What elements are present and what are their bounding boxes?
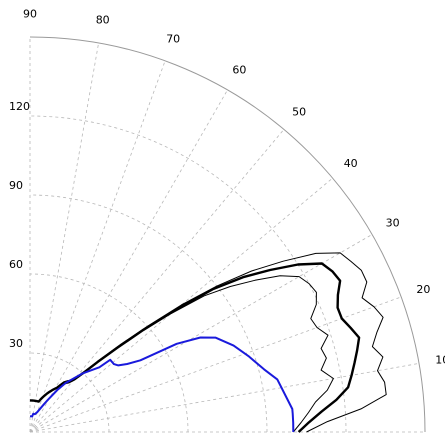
radial-tick-label: 30: [9, 337, 23, 350]
series-line-thick-black: [29, 262, 361, 433]
angular-tick-label: 40: [344, 157, 358, 170]
tick-labels: 0102030405060708090306090120: [9, 7, 445, 366]
angular-spoke: [29, 89, 228, 433]
angular-spoke: [29, 42, 99, 433]
radial-tick-label: 120: [9, 100, 30, 113]
series-line-blue: [29, 336, 295, 433]
series-line-thin-black-outer: [30, 252, 387, 433]
angular-tick-label: 30: [386, 217, 400, 230]
radial-tick-label: 90: [9, 179, 23, 192]
angular-tick-label: 20: [416, 283, 430, 296]
radial-grid-arc: [29, 352, 110, 433]
radial-grid-arc: [29, 115, 347, 433]
angular-tick-label: 50: [292, 105, 306, 118]
angular-tick-label: 90: [23, 7, 37, 20]
polar-grid: [29, 36, 426, 433]
angular-tick-label: 70: [166, 33, 180, 46]
series-layer: [29, 252, 387, 433]
angular-tick-label: 10: [435, 353, 445, 366]
angular-spoke: [29, 363, 420, 433]
angular-tick-label: 80: [96, 14, 110, 27]
radial-tick-label: 60: [9, 258, 23, 271]
radial-grid-arc: [29, 36, 426, 433]
angular-spoke: [29, 129, 285, 433]
angular-tick-label: 60: [232, 63, 246, 76]
radial-grid-arc: [29, 194, 268, 433]
